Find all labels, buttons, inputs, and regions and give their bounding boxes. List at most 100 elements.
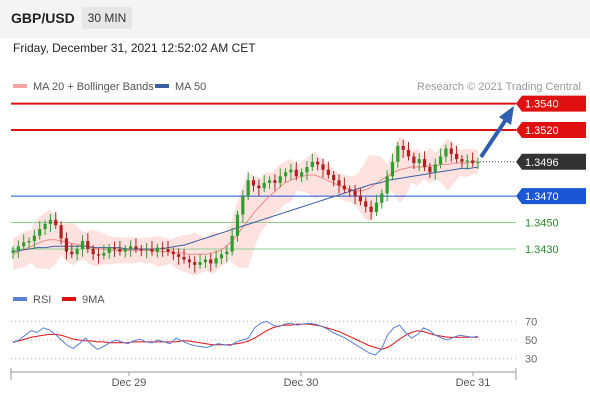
candle-body xyxy=(134,246,138,249)
moving-averages xyxy=(12,161,479,255)
legend-ma50-label: MA 50 xyxy=(175,81,206,93)
x-tick-label: Dec 31 xyxy=(456,377,491,389)
candle-body xyxy=(102,252,106,256)
candle-body xyxy=(203,259,208,263)
rsi-ma-line xyxy=(12,323,478,350)
candle-body xyxy=(369,206,373,212)
candle-body xyxy=(251,180,256,186)
candle-body xyxy=(310,161,314,168)
candle-body xyxy=(155,247,159,252)
candle-body xyxy=(177,254,181,257)
bollinger-band-area xyxy=(13,136,478,276)
candle-body xyxy=(358,196,363,202)
level-label-support: 1.3450 xyxy=(525,218,559,230)
rsi-ma-legend-label: 9MA xyxy=(82,294,105,306)
candle-body xyxy=(43,223,47,230)
credit-text: Research © 2021 Trading Central xyxy=(417,81,581,93)
candle-body xyxy=(267,180,272,183)
candle-body xyxy=(348,189,352,191)
candle-body xyxy=(316,161,320,165)
candle-body xyxy=(75,248,79,255)
rsi-ma-legend-swatch xyxy=(62,297,76,301)
forecast-arrow-shaft xyxy=(479,116,509,159)
candle-body xyxy=(22,242,26,247)
candle-body xyxy=(193,262,197,265)
rsi-tick-label: 30 xyxy=(525,354,537,366)
level-tag-pivot xyxy=(516,188,586,205)
candle-body xyxy=(428,167,432,173)
candle-body xyxy=(294,169,298,177)
candle-body xyxy=(32,235,36,242)
x-tick-label: Dec 29 xyxy=(112,377,147,389)
legend-swatch-ma20 xyxy=(13,84,27,88)
candle-body xyxy=(64,238,69,252)
candle-body xyxy=(128,246,133,249)
legend-ma20-label: MA 20 + Bollinger Bands xyxy=(33,81,154,93)
candle-body xyxy=(54,219,58,226)
candle-body xyxy=(214,258,218,264)
level-label-current: 1.3496 xyxy=(525,157,559,169)
candle-body xyxy=(118,248,122,252)
candle-body xyxy=(112,247,117,249)
candle-body xyxy=(48,219,53,224)
header-bar: GBP/USD 30 MIN xyxy=(0,0,590,38)
candle-body xyxy=(422,159,427,168)
candle-body xyxy=(353,190,357,197)
candle-body xyxy=(166,248,170,252)
level-label-resistance: 1.3540 xyxy=(525,99,559,111)
candle-body xyxy=(476,161,480,164)
candle-body xyxy=(342,185,346,190)
candle-body xyxy=(412,156,416,164)
candle-body xyxy=(283,172,288,177)
candle-body xyxy=(433,164,437,173)
rsi-legend-swatch xyxy=(13,297,27,301)
candle-body xyxy=(80,241,85,249)
candle-body xyxy=(321,164,325,170)
candle-body xyxy=(219,254,224,259)
candle-body xyxy=(70,251,74,255)
candle-body xyxy=(444,148,448,157)
candle-body xyxy=(364,201,368,207)
candle-body xyxy=(326,169,330,175)
candle-body xyxy=(96,254,101,256)
level-tag-resistance xyxy=(516,122,586,139)
candle-body xyxy=(225,251,229,255)
candle-body xyxy=(401,145,405,150)
candle-body xyxy=(460,159,464,162)
level-labels: 1.3540 1.3520 1.3496 1.3470 1.3450 1.3430 xyxy=(516,95,586,256)
candle-body xyxy=(11,250,15,253)
candle-body xyxy=(209,259,213,264)
level-label-pivot: 1.3470 xyxy=(525,191,559,203)
candle-body xyxy=(449,148,453,154)
candle-body xyxy=(16,246,20,251)
timeframe-badge[interactable]: 30 MIN xyxy=(82,7,132,29)
candle-body xyxy=(171,251,175,255)
candle-body xyxy=(390,161,395,177)
level-tag-resistance xyxy=(516,95,586,112)
candle-body xyxy=(396,145,400,162)
candle-body xyxy=(182,256,186,260)
bollinger-band-fill xyxy=(13,136,478,276)
level-label-resistance: 1.3520 xyxy=(525,125,559,137)
candle-body xyxy=(305,167,309,173)
candle-body xyxy=(235,214,240,236)
candle-body xyxy=(380,193,384,203)
symbol-title: GBP/USD xyxy=(11,10,75,26)
candle-body xyxy=(246,180,250,197)
candle-body xyxy=(241,196,245,215)
candle-body xyxy=(161,247,165,249)
candle-body xyxy=(385,176,389,194)
x-axis-labels: Dec 29 Dec 30 Dec 31 xyxy=(112,372,491,389)
candle-body xyxy=(123,248,127,252)
candle-body xyxy=(300,172,304,177)
level-tag-current xyxy=(516,153,586,170)
legend-swatch-ma50 xyxy=(155,84,169,88)
candle-body xyxy=(107,247,111,253)
candle-body xyxy=(278,176,282,183)
candle-body xyxy=(262,182,266,189)
rsi-panel: 70 50 30 xyxy=(11,316,537,366)
candle-body xyxy=(86,241,90,249)
candle-body xyxy=(465,160,469,162)
candle-body xyxy=(59,225,63,239)
